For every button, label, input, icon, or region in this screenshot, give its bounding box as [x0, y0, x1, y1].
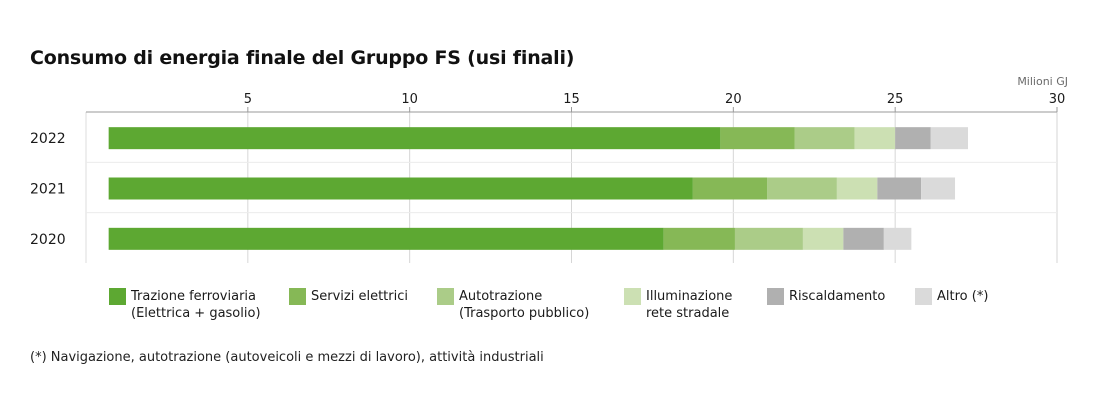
chart-legend: Trazione ferroviaria (Elettrica + gasolio…: [109, 288, 1009, 328]
x-tick-label: 20: [725, 92, 742, 107]
bar-illuminazione-2021: [836, 177, 878, 200]
legend-label: Riscaldamento: [789, 289, 886, 304]
footnote: (*) Navigazione, autotrazione (autoveico…: [30, 350, 544, 365]
axis-layer: 5 10 15 20 25 30 Milioni GJ 2022 2021 2020: [30, 75, 1068, 248]
bar-trazione-2021: [108, 177, 693, 200]
legend-label: Trazione ferroviaria (Elettrica + gasolio…: [131, 289, 261, 321]
bar-autotrazione-2022: [794, 127, 855, 150]
unit-label: Milioni GJ: [1017, 75, 1068, 88]
legend-item-trazione: Trazione ferroviaria (Elettrica + gasolio…: [109, 288, 261, 322]
legend-item-altro: Altro (*): [915, 288, 988, 305]
bar-riscaldamento-2021: [877, 177, 922, 200]
category-label-2021: 2021: [30, 182, 66, 198]
x-tick-label: 30: [1049, 92, 1066, 107]
legend-swatch: [289, 288, 306, 305]
legend-label: Altro (*): [937, 289, 989, 304]
bar-riscaldamento-2022: [895, 127, 931, 150]
bar-trazione-2022: [108, 127, 721, 150]
bar-trazione-2020: [108, 227, 664, 250]
bar-illuminazione-2022: [854, 127, 896, 150]
bar-servizi-2022: [720, 127, 795, 150]
legend-swatch: [915, 288, 932, 305]
legend-swatch: [624, 288, 641, 305]
legend-label: Illuminazione rete stradale: [646, 289, 733, 321]
legend-swatch: [437, 288, 454, 305]
legend-item-autotrazione: Autotrazione (Trasporto pubblico): [437, 288, 589, 322]
bar-layer: [108, 127, 968, 250]
bar-servizi-2021: [692, 177, 768, 200]
legend-label: Autotrazione (Trasporto pubblico): [459, 289, 590, 321]
bar-autotrazione-2020: [734, 227, 803, 250]
legend-item-illuminazione: Illuminazione rete stradale: [624, 288, 732, 322]
x-tick-label: 25: [887, 92, 904, 107]
x-tick-label: 5: [244, 92, 252, 107]
bar-illuminazione-2020: [802, 227, 844, 250]
bar-servizi-2020: [663, 227, 735, 250]
chart-title: Consumo di energia finale del Gruppo FS …: [30, 47, 575, 69]
bar-altro-2021: [921, 177, 956, 200]
bar-altro-2022: [930, 127, 968, 150]
bar-altro-2020: [883, 227, 912, 250]
legend-item-servizi: Servizi elettrici: [289, 288, 408, 305]
x-tick-label: 10: [401, 92, 418, 107]
legend-label: Servizi elettrici: [311, 289, 408, 304]
legend-swatch: [767, 288, 784, 305]
bar-riscaldamento-2020: [843, 227, 884, 250]
x-tick-label: 15: [563, 92, 580, 107]
bar-autotrazione-2021: [767, 177, 837, 200]
category-label-2022: 2022: [30, 131, 66, 147]
legend-item-riscaldamento: Riscaldamento: [767, 288, 885, 305]
legend-swatch: [109, 288, 126, 305]
category-label-2020: 2020: [30, 232, 66, 248]
